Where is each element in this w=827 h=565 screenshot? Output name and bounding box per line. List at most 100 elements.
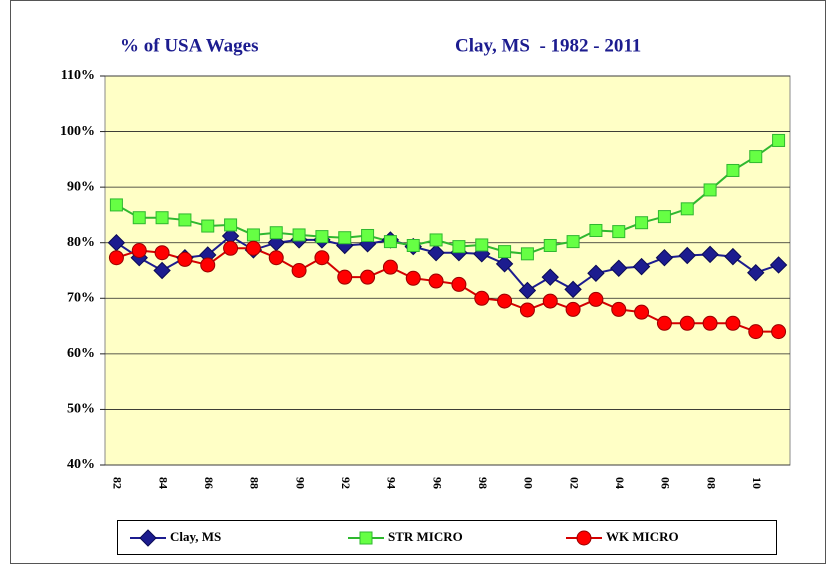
- marker: [153, 261, 171, 280]
- marker: [245, 240, 261, 256]
- marker: [427, 244, 445, 262]
- marker: [747, 264, 765, 282]
- marker: [701, 245, 719, 264]
- marker: [520, 247, 534, 261]
- marker: [725, 315, 741, 331]
- marker: [518, 281, 537, 300]
- marker: [383, 235, 397, 249]
- marker: [132, 211, 146, 225]
- marker: [359, 531, 373, 545]
- marker: [177, 251, 193, 267]
- marker: [589, 223, 603, 237]
- marker: [474, 290, 490, 306]
- marker: [361, 228, 375, 242]
- y-tick-label: 40%: [67, 457, 95, 472]
- marker: [772, 133, 786, 147]
- x-tick-label: 06: [659, 477, 673, 489]
- x-tick-label: 02: [567, 477, 581, 489]
- marker: [428, 273, 444, 289]
- marker: [131, 242, 147, 258]
- marker: [268, 250, 284, 266]
- marker: [154, 245, 170, 261]
- marker: [587, 264, 605, 282]
- marker: [451, 276, 467, 292]
- marker: [612, 225, 626, 239]
- legend-label: Clay, MS: [170, 529, 221, 544]
- marker: [749, 150, 763, 164]
- marker: [201, 219, 215, 233]
- marker: [109, 198, 123, 212]
- x-tick-label: 84: [156, 477, 170, 489]
- legend-label: STR MICRO: [388, 529, 463, 544]
- plot-area: [104, 75, 791, 466]
- marker: [655, 249, 674, 267]
- marker: [679, 315, 695, 331]
- y-tick-label: 100%: [60, 124, 95, 139]
- x-tick-label: 90: [293, 477, 307, 489]
- marker: [291, 263, 307, 278]
- marker: [635, 216, 649, 230]
- marker: [632, 257, 651, 276]
- marker: [406, 238, 420, 252]
- marker: [588, 291, 604, 307]
- legend-box: [117, 520, 777, 555]
- marker: [564, 280, 582, 299]
- x-tick-label: 00: [522, 477, 536, 489]
- marker: [292, 228, 306, 242]
- marker: [611, 301, 627, 317]
- legend-label: WK MICRO: [606, 529, 679, 544]
- marker: [748, 324, 764, 340]
- marker: [678, 246, 696, 265]
- marker: [139, 529, 157, 547]
- x-tick-label: 94: [385, 477, 399, 489]
- x-tick-label: 88: [248, 477, 262, 489]
- marker: [405, 270, 421, 286]
- marker: [769, 256, 788, 274]
- marker: [223, 240, 239, 256]
- marker: [680, 202, 694, 216]
- x-tick-label: 82: [111, 477, 125, 489]
- marker: [337, 269, 353, 285]
- marker: [771, 324, 787, 340]
- marker: [360, 269, 376, 285]
- marker: [382, 259, 398, 275]
- chart-subtitle: Clay, MS - 1982 - 2011: [455, 35, 641, 56]
- marker: [475, 238, 489, 252]
- marker: [498, 245, 512, 259]
- y-tick-label: 70%: [67, 291, 95, 306]
- marker: [610, 259, 628, 277]
- y-tick-label: 60%: [67, 346, 95, 361]
- marker: [108, 250, 124, 266]
- marker: [246, 228, 260, 242]
- y-tick-label: 50%: [67, 402, 95, 417]
- x-tick-label: 08: [704, 477, 718, 489]
- marker: [269, 226, 283, 240]
- marker: [315, 230, 329, 244]
- y-tick-label: 80%: [67, 235, 95, 250]
- marker: [703, 183, 717, 197]
- marker: [155, 211, 169, 225]
- marker: [200, 257, 216, 273]
- marker: [429, 233, 443, 247]
- marker: [657, 210, 671, 224]
- x-tick-label: 92: [339, 477, 353, 489]
- marker: [566, 235, 580, 249]
- chart-title: % of USA Wages: [120, 35, 258, 56]
- marker: [576, 530, 592, 546]
- x-tick-label: 96: [430, 477, 444, 489]
- marker: [178, 213, 192, 227]
- x-tick-label: 98: [476, 477, 490, 489]
- marker: [338, 231, 352, 245]
- marker: [702, 315, 718, 331]
- marker: [541, 268, 559, 286]
- y-tick-label: 110%: [61, 68, 95, 83]
- x-tick-label: 10: [750, 477, 764, 489]
- marker: [656, 315, 672, 331]
- marker: [519, 302, 535, 318]
- marker: [497, 293, 513, 309]
- marker: [726, 163, 740, 177]
- y-tick-label: 90%: [67, 179, 95, 194]
- marker: [542, 293, 558, 309]
- marker: [543, 238, 557, 252]
